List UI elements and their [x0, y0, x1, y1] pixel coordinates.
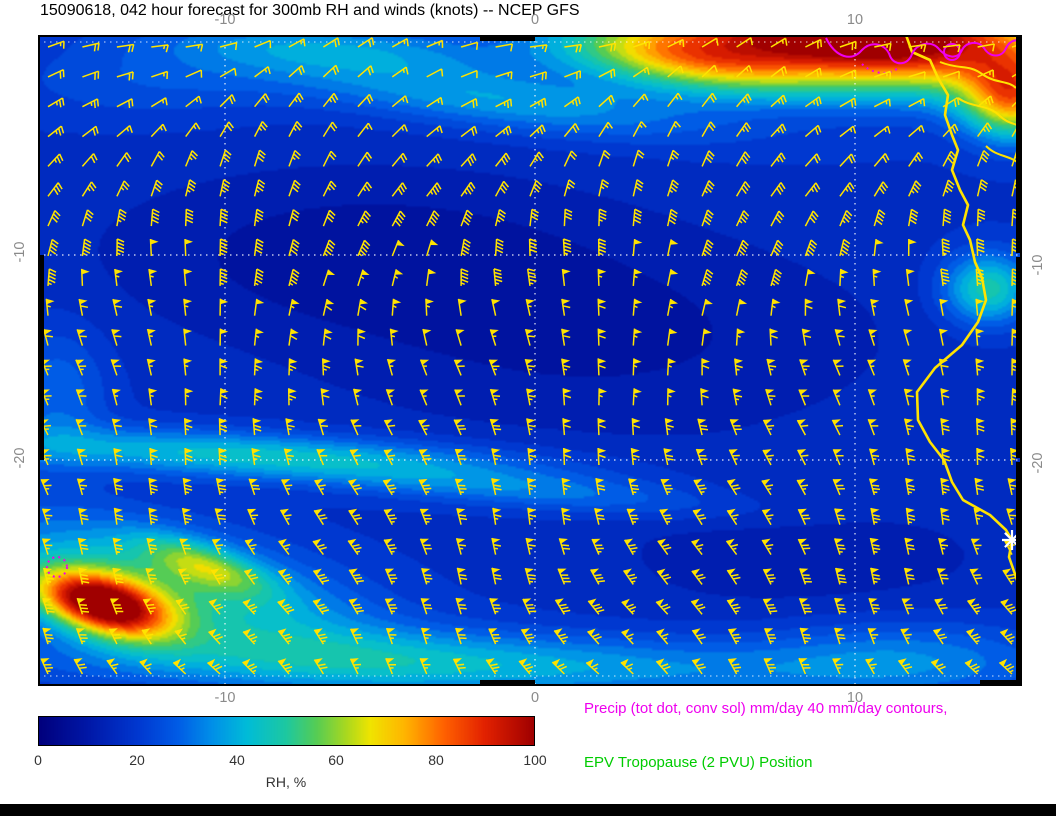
colorbar-canvas [39, 717, 534, 745]
x-axis-top-tick-0: 0 [530, 12, 540, 28]
bottom-black-bar [0, 804, 1056, 816]
river-lines [939, 61, 1022, 167]
legend-epv: EPV Tropopause (2 PVU) Position [584, 754, 813, 771]
map-border [38, 35, 1022, 686]
precip-contours [46, 37, 1022, 578]
x-axis-bottom-tick-m10: -10 [214, 690, 236, 706]
colorbar-tick-20: 20 [129, 752, 145, 768]
legend-precip: Precip (tot dot, conv sol) mm/day 40 mm/… [584, 700, 948, 717]
y-axis-right-tick-m20: -20 [1030, 452, 1046, 474]
x-axis-bottom-tick-10: 10 [846, 690, 864, 706]
y-axis-right-tick-m10: -10 [1030, 254, 1046, 276]
plot-area [38, 35, 1022, 686]
colorbar-label: RH, % [265, 774, 307, 790]
colorbar [38, 716, 535, 746]
map-overlay-svg [38, 35, 1022, 686]
colorbar-tick-60: 60 [328, 752, 344, 768]
x-axis-bottom-tick-0: 0 [530, 690, 540, 706]
x-axis-top-tick-m10: -10 [214, 12, 236, 28]
x-axis-top-tick-10: 10 [846, 12, 864, 28]
y-axis-left-tick-m10: -10 [12, 241, 28, 263]
wind-barbs [39, 37, 1022, 675]
colorbar-tick-80: 80 [428, 752, 444, 768]
colorbar-tick-100: 100 [523, 752, 547, 768]
y-axis-left-tick-m20: -20 [12, 447, 28, 469]
chart-title: 15090618, 042 hour forecast for 300mb RH… [40, 2, 580, 19]
colorbar-tick-40: 40 [229, 752, 245, 768]
colorbar-tick-0: 0 [34, 752, 42, 768]
